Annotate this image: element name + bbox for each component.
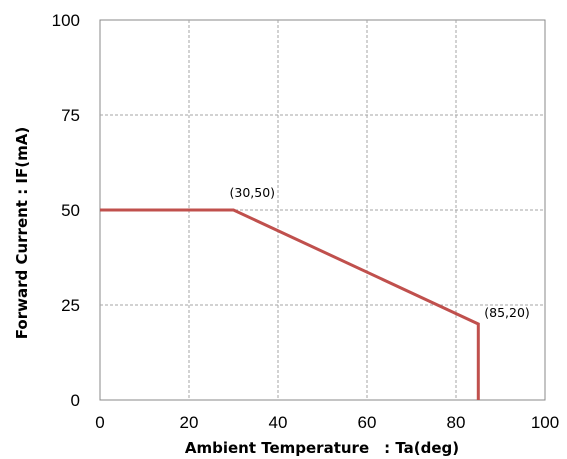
y-tick-label: 0 — [71, 391, 80, 410]
y-tick-label: 25 — [61, 296, 80, 315]
series-layer — [100, 208, 480, 400]
x-tick-label: 40 — [269, 413, 288, 432]
x-axis-title: Ambient Temperature : Ta(deg) — [185, 439, 459, 457]
point-annotation: (30,50) — [230, 185, 276, 200]
x-tick-labels: 0 20 40 60 80 100 — [95, 413, 559, 432]
y-tick-label: 50 — [61, 201, 80, 220]
point-annotation: (85,20) — [484, 305, 530, 320]
y-tick-label: 75 — [61, 106, 80, 125]
y-tick-label: 100 — [52, 11, 80, 30]
y-tick-labels: 0 25 50 75 100 — [52, 11, 80, 410]
x-tick-label: 100 — [531, 413, 559, 432]
annotations: (30,50) (85,20) — [230, 185, 530, 320]
y-axis-title: Forward Current : IF(mA) — [13, 127, 31, 339]
x-tick-label: 80 — [447, 413, 466, 432]
x-tick-label: 20 — [180, 413, 199, 432]
x-tick-label: 0 — [95, 413, 104, 432]
x-tick-label: 60 — [358, 413, 377, 432]
series-line — [100, 208, 480, 400]
grid-lines — [100, 20, 545, 400]
